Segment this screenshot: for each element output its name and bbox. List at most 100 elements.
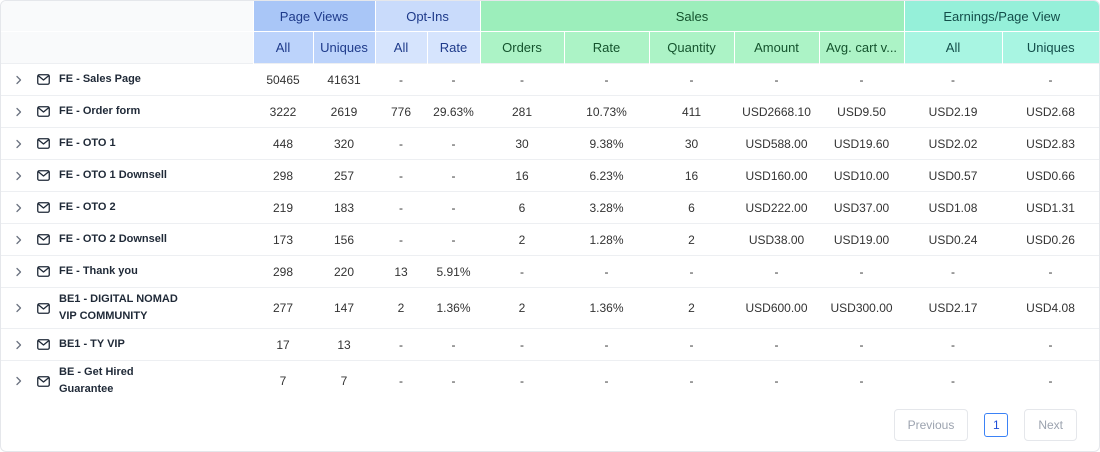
- cell-sales-quantity: 30: [684, 136, 699, 151]
- cell-pv-uniques: 41631: [327, 72, 361, 87]
- cell-epv-uniques: USD0.26: [1026, 232, 1075, 247]
- row-name-label: FE - Sales Page: [59, 73, 141, 85]
- cell-pv-uniques: 7: [340, 374, 348, 388]
- col-header-sales-avg-cart-value[interactable]: Avg. cart v...: [818, 31, 905, 64]
- cell-sales-rate: 1.28%: [589, 232, 624, 247]
- page-number-button[interactable]: 1: [984, 413, 1009, 437]
- cell-sales-avg-cart-value: -: [859, 72, 864, 87]
- row-name-label: FE - OTO 2: [59, 201, 116, 213]
- row-name-cell: FE - OTO 1: [1, 128, 253, 160]
- row-name-label: FE - OTO 1: [59, 137, 116, 149]
- chevron-right-icon[interactable]: [1, 203, 37, 213]
- cell-optin-rate: -: [451, 168, 456, 183]
- group-header-sales: Sales: [479, 1, 905, 32]
- chevron-right-icon[interactable]: [1, 267, 37, 277]
- cell-sales-quantity: -: [689, 374, 694, 388]
- cell-epv-all: -: [951, 374, 956, 388]
- mail-icon: [37, 339, 59, 350]
- mail-icon: [37, 170, 59, 181]
- col-header-pv-all[interactable]: All: [252, 31, 313, 64]
- pagination: Previous 1 Next: [893, 409, 1077, 441]
- table-row[interactable]: FE - Order form 3222 2619 776 29.63% 281 10.73…: [1, 95, 1099, 128]
- cell-epv-uniques: USD2.83: [1026, 136, 1075, 151]
- cell-sales-orders: 2: [518, 301, 526, 315]
- col-header-epv-all[interactable]: All: [903, 31, 1003, 64]
- col-header-sales-orders[interactable]: Orders: [479, 31, 565, 64]
- cell-optin-rate: -: [451, 232, 456, 247]
- col-header-sales-rate[interactable]: Rate: [563, 31, 650, 64]
- chevron-right-icon[interactable]: [1, 376, 37, 386]
- cell-pv-uniques: 13: [337, 337, 351, 352]
- mail-icon: [37, 138, 59, 149]
- row-name-label: FE - Thank you: [59, 265, 138, 277]
- table-row[interactable]: BE1 - DIGITAL NOMAD VIP COMMUNITY 277 147 2 1…: [1, 287, 1099, 329]
- cell-optin-rate: -: [451, 337, 456, 352]
- cell-optin-all: -: [399, 374, 404, 388]
- cell-sales-avg-cart-value: USD9.50: [837, 104, 886, 119]
- chevron-right-icon[interactable]: [1, 75, 37, 85]
- table-row[interactable]: BE - Get Hired Guarantee 7 7 - - - - - - - - -: [1, 360, 1099, 402]
- table-row[interactable]: FE - OTO 2 219 183 - - 6 3.28% 6 USD222.00 USD37.…: [1, 191, 1099, 224]
- cell-epv-uniques: USD0.66: [1026, 168, 1075, 183]
- cell-pv-all: 3222: [269, 104, 297, 119]
- col-header-sales-amount[interactable]: Amount: [733, 31, 820, 64]
- previous-page-button[interactable]: Previous: [893, 409, 969, 441]
- row-name-cell: FE - Sales Page: [1, 64, 253, 96]
- cell-optin-all: 2: [397, 301, 405, 315]
- cell-optin-all: -: [399, 72, 404, 87]
- cell-pv-all: 173: [272, 232, 294, 247]
- cell-sales-orders: 2: [518, 232, 526, 247]
- cell-pv-all: 448: [272, 136, 294, 151]
- cell-pv-all: 277: [272, 301, 294, 315]
- cell-optin-all: -: [399, 168, 404, 183]
- cell-sales-rate: 3.28%: [589, 200, 624, 215]
- chevron-right-icon[interactable]: [1, 139, 37, 149]
- table-row[interactable]: FE - OTO 1 448 320 - - 30 9.38% 30 USD588.00 USD1…: [1, 127, 1099, 160]
- table-row[interactable]: FE - Sales Page 50465 41631 - - - - - - - - -: [1, 63, 1099, 96]
- table-row[interactable]: FE - OTO 1 Downsell 298 257 - - 16 6.23% 16 USD1…: [1, 159, 1099, 192]
- col-header-optin-rate[interactable]: Rate: [426, 31, 481, 64]
- cell-sales-amount: USD2668.10: [742, 104, 811, 119]
- cell-sales-amount: USD38.00: [748, 232, 805, 247]
- col-header-optin-all[interactable]: All: [374, 31, 428, 64]
- header-spacer: [1, 1, 253, 32]
- cell-sales-rate: -: [604, 337, 609, 352]
- chevron-right-icon[interactable]: [1, 171, 37, 181]
- cell-sales-orders: 6: [518, 200, 526, 215]
- next-page-button[interactable]: Next: [1024, 409, 1077, 441]
- col-header-sales-quantity[interactable]: Quantity: [648, 31, 735, 64]
- cell-pv-uniques: 320: [333, 136, 355, 151]
- cell-sales-orders: -: [520, 72, 525, 87]
- cell-sales-quantity: -: [689, 264, 694, 279]
- cell-epv-uniques: -: [1048, 337, 1053, 352]
- row-name-cell: FE - Order form: [1, 96, 253, 128]
- chevron-right-icon[interactable]: [1, 340, 37, 350]
- cell-sales-avg-cart-value: USD300.00: [830, 301, 893, 315]
- col-header-pv-uniques[interactable]: Uniques: [312, 31, 376, 64]
- col-header-epv-uniques[interactable]: Uniques: [1001, 31, 1099, 64]
- cell-epv-uniques: -: [1048, 374, 1053, 388]
- table-row[interactable]: BE1 - TY VIP 17 13 - - - - - - - - -: [1, 328, 1099, 361]
- cell-epv-all: USD2.02: [928, 136, 978, 151]
- cell-sales-orders: -: [520, 264, 525, 279]
- funnel-stats-table: Page Views Opt-Ins Sales Earnings/Page V…: [1, 1, 1099, 401]
- table-row[interactable]: FE - OTO 2 Downsell 173 156 - - 2 1.28% 2 USD38.…: [1, 223, 1099, 256]
- cell-pv-uniques: 220: [333, 264, 355, 279]
- chevron-right-icon[interactable]: [1, 235, 37, 245]
- chevron-right-icon[interactable]: [1, 107, 37, 117]
- row-name-label: FE - OTO 1 Downsell: [59, 169, 167, 181]
- cell-sales-rate: 6.23%: [589, 168, 624, 183]
- row-name-cell: FE - OTO 2 Downsell: [1, 224, 253, 256]
- cell-sales-rate: 10.73%: [586, 104, 627, 119]
- mail-icon: [37, 266, 59, 277]
- cell-sales-quantity: 2: [688, 301, 695, 315]
- cell-optin-rate: -: [451, 136, 456, 151]
- cell-pv-uniques: 2619: [330, 104, 358, 119]
- cell-epv-all: USD0.24: [928, 232, 978, 247]
- cell-optin-rate: -: [451, 200, 456, 215]
- table-row[interactable]: FE - Thank you 298 220 13 5.91% - - - - - - -: [1, 255, 1099, 288]
- chevron-right-icon[interactable]: [1, 303, 37, 313]
- cell-sales-quantity: -: [689, 72, 694, 87]
- cell-epv-uniques: USD2.68: [1026, 104, 1075, 119]
- mail-icon: [37, 106, 59, 117]
